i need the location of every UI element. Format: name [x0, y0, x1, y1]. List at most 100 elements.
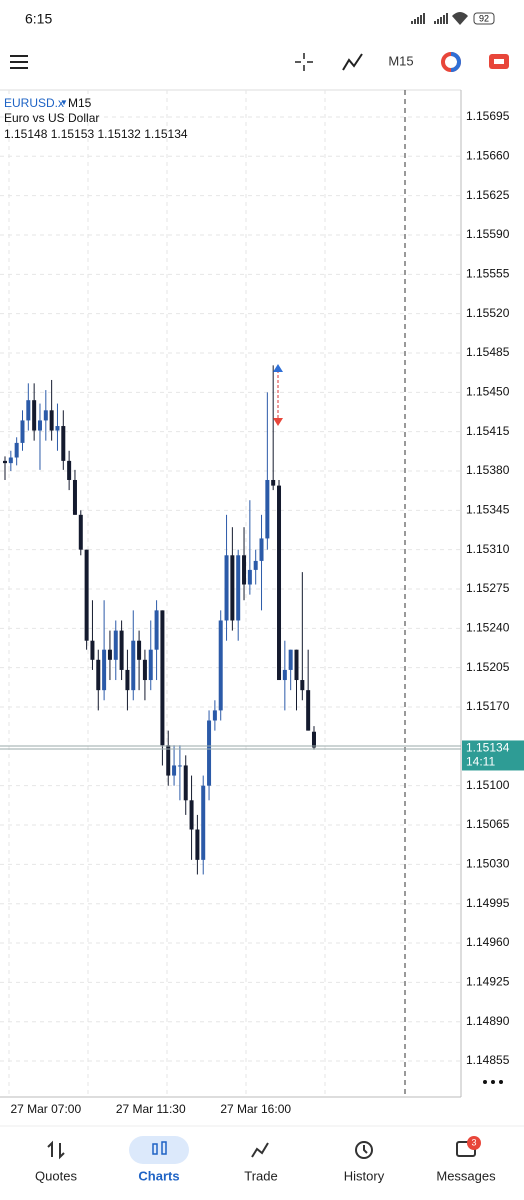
candle-body — [137, 640, 142, 660]
nav-icons — [47, 1136, 481, 1164]
candle-body — [230, 555, 235, 621]
y-tick-label: 1.15450 — [466, 384, 510, 398]
y-tick-label: 1.15520 — [466, 306, 510, 320]
candle-body — [55, 426, 60, 431]
candle-body — [259, 538, 264, 561]
candle-body — [189, 800, 194, 830]
nav-item[interactable]: Messages — [436, 1168, 496, 1183]
y-tick-label: 1.15170 — [466, 699, 510, 713]
candle-body — [67, 460, 72, 480]
battery — [473, 12, 495, 25]
candle-body — [311, 731, 316, 748]
trade-button-half — [450, 52, 461, 72]
y-tick-label: 1.15065 — [466, 817, 510, 831]
symbol-dropdown[interactable]: ▼ — [60, 98, 68, 107]
candle-body — [32, 400, 37, 431]
y-tick-label: 1.15660 — [466, 148, 510, 162]
x-tick-label: 27 Mar 16:00 — [220, 1102, 291, 1116]
candle-body — [14, 442, 19, 458]
y-tick-label: 1.15695 — [466, 109, 510, 123]
candle-body — [294, 649, 299, 681]
candle-body — [61, 426, 66, 461]
ohlc-close: 1.15134 — [144, 127, 188, 141]
y-tick-label: 1.14995 — [466, 896, 510, 910]
candle-body — [72, 479, 77, 515]
y-tick-label: 1.15310 — [466, 542, 510, 556]
candle-body — [43, 410, 48, 421]
candle-body — [218, 620, 223, 711]
candle-body — [119, 630, 124, 670]
candle-body — [3, 460, 7, 464]
menu-button[interactable] — [10, 55, 28, 69]
candle-body — [183, 765, 188, 801]
candle-body — [277, 485, 282, 681]
symbol[interactable]: EURUSD.x — [4, 96, 64, 110]
candle-body — [282, 669, 287, 681]
candle-body — [172, 765, 177, 776]
indicators-button[interactable] — [342, 53, 363, 71]
candle-body — [224, 555, 229, 621]
candle-body — [247, 569, 252, 585]
candle-body — [207, 720, 212, 786]
candle-body — [131, 640, 136, 691]
candle-body — [20, 420, 25, 443]
y-tick-label: 1.15275 — [466, 581, 510, 595]
x-tick-label: 27 Mar 07:00 — [10, 1102, 81, 1116]
y-tick-label: 1.15100 — [466, 778, 510, 792]
y-tick-label: 1.15485 — [466, 345, 510, 359]
y-tick-label: 1.14855 — [466, 1053, 510, 1067]
candle-body — [300, 680, 305, 691]
nav-item[interactable]: Quotes — [35, 1168, 77, 1183]
y-tick-label: 1.15380 — [466, 463, 510, 477]
candle-body — [306, 690, 311, 731]
messages-badge: 3 — [471, 1137, 476, 1147]
x-tick-label: 27 Mar 11:30 — [116, 1102, 186, 1116]
ohlc: 1.15148 1.15153 1.15132 1.15134 — [4, 127, 188, 141]
clock: 6:15 — [25, 11, 52, 27]
candle-body — [195, 829, 200, 860]
price-tag-price: 1.15134 — [466, 741, 510, 755]
candle-body — [177, 765, 182, 767]
timeframe-button[interactable]: M15 — [388, 53, 413, 68]
candle-body — [125, 669, 130, 691]
nav-item[interactable]: Charts — [138, 1168, 179, 1183]
candle-body — [84, 549, 89, 641]
candle-body — [166, 745, 171, 776]
candle-body — [148, 649, 153, 681]
plot: 1.15695 1.15660 1.15625 1.15590 1.15555 1.155… — [0, 109, 524, 1116]
battery-level: 92 — [479, 13, 489, 23]
candle-body — [154, 610, 159, 650]
y-tick-label: 1.15415 — [466, 424, 510, 438]
y-tick-label: 1.15625 — [466, 188, 510, 202]
candle-body — [201, 785, 206, 860]
crosshair-button[interactable] — [295, 53, 313, 71]
candle-body — [242, 555, 247, 585]
y-tick-label: 1.14925 — [466, 975, 510, 989]
candle-body — [90, 640, 95, 660]
candle-body — [107, 649, 112, 660]
candle-body — [288, 649, 293, 670]
nav-item[interactable]: History — [344, 1168, 385, 1183]
candle-body — [8, 457, 13, 464]
candle-body — [212, 710, 217, 721]
candle-body — [78, 514, 83, 550]
candle-body — [253, 560, 258, 570]
candle-body — [236, 555, 241, 621]
ohlc-high: 1.15153 — [51, 127, 95, 141]
price-tag-time: 14:11 — [466, 755, 495, 769]
ohlc-low: 1.15132 — [97, 127, 141, 141]
candle-body — [271, 479, 276, 486]
y-tick-label: 1.15345 — [466, 503, 510, 517]
y-tick-label: 1.15555 — [466, 266, 510, 280]
candle-body — [26, 400, 31, 421]
candle-body — [37, 420, 42, 431]
candle-body — [113, 630, 118, 660]
more-button[interactable] — [483, 1080, 503, 1084]
account-button-glyph — [494, 59, 504, 64]
y-tick-label: 1.14960 — [466, 935, 510, 949]
signal-icons — [411, 12, 468, 25]
candle-body — [96, 659, 101, 691]
y-tick-label: 1.14890 — [466, 1014, 510, 1028]
nav-item[interactable]: Trade — [244, 1168, 277, 1183]
